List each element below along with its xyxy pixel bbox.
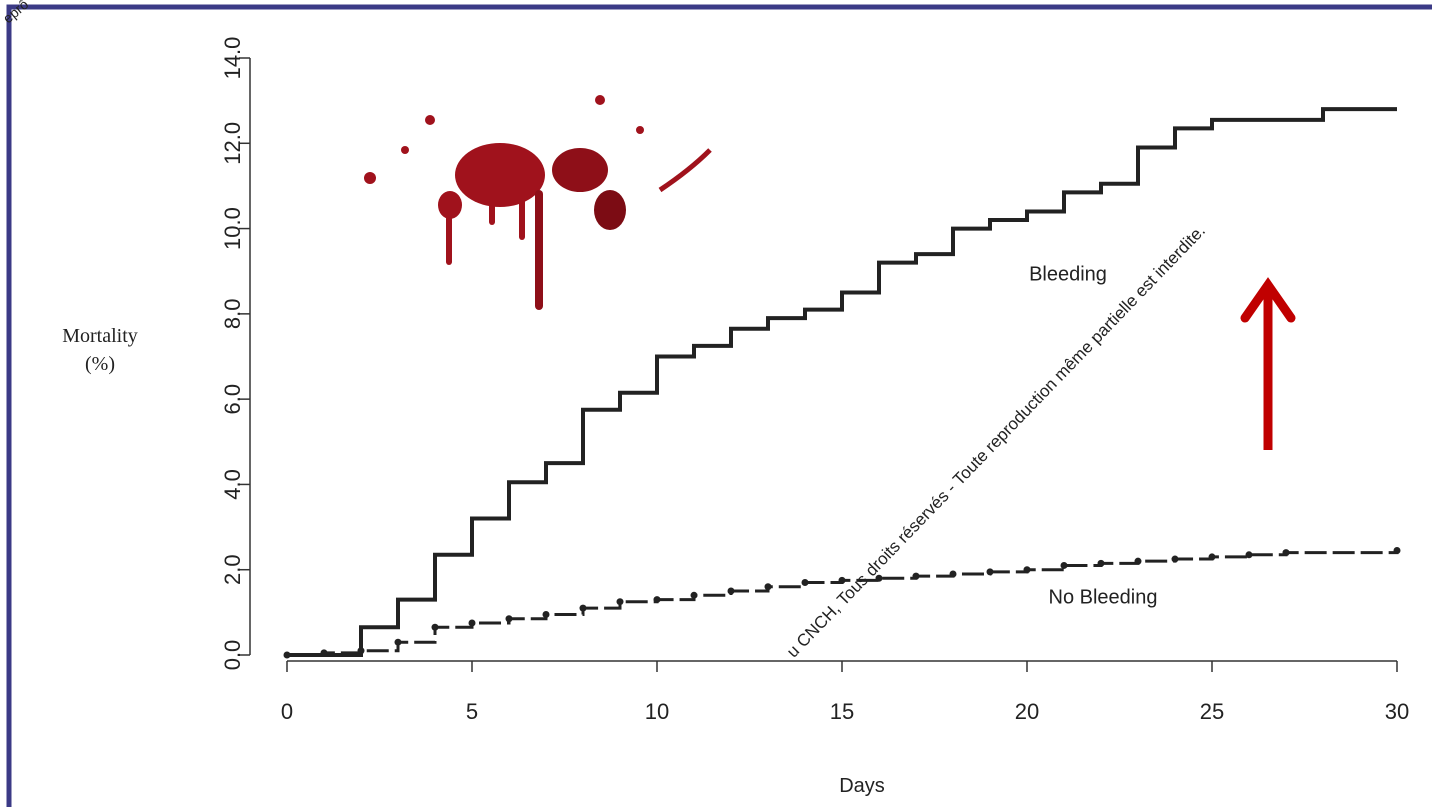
data-point	[505, 615, 513, 623]
data-point	[912, 572, 920, 580]
data-point	[468, 619, 476, 627]
y-tick-label: 0.0	[220, 640, 245, 671]
x-tick-label: 10	[645, 699, 669, 724]
red-arrow	[1240, 277, 1296, 450]
data-point	[1097, 559, 1105, 567]
x-tick-label: 25	[1200, 699, 1224, 724]
data-point	[690, 591, 698, 599]
y-tick-label: 14.0	[220, 37, 245, 80]
data-point	[1134, 557, 1142, 565]
data-point	[579, 604, 587, 612]
data-point	[653, 596, 661, 604]
data-point	[1208, 553, 1216, 561]
data-point	[1060, 561, 1068, 569]
data-point	[801, 579, 809, 587]
data-point	[1245, 551, 1253, 559]
series-line	[287, 107, 1397, 657]
y-axis-label: Mortality	[62, 325, 138, 347]
series-label: Bleeding	[1029, 263, 1107, 285]
data-point	[283, 651, 291, 659]
blood-splash	[364, 95, 712, 310]
x-tick-label: 5	[466, 699, 478, 724]
data-point	[431, 623, 439, 631]
data-point	[616, 598, 624, 606]
data-point	[394, 638, 402, 646]
y-tick-label: 12.0	[220, 122, 245, 165]
data-point	[875, 574, 883, 582]
y-tick-label: 2.0	[220, 554, 245, 585]
y-tick-label: 4.0	[220, 469, 245, 500]
data-point	[542, 610, 550, 618]
x-tick-label: 15	[830, 699, 854, 724]
series-label: No Bleeding	[1049, 586, 1158, 608]
data-point	[764, 583, 772, 591]
data-point	[1023, 566, 1031, 574]
data-point	[320, 649, 328, 657]
data-point	[1171, 555, 1179, 563]
x-axis-label: Days	[839, 775, 885, 797]
data-point	[838, 576, 846, 584]
data-point	[1282, 549, 1290, 557]
y-tick-label: 6.0	[220, 384, 245, 415]
data-point	[949, 570, 957, 578]
x-tick-label: 20	[1015, 699, 1039, 724]
x-tick-label: 30	[1385, 699, 1409, 724]
data-point	[1393, 547, 1401, 555]
data-point	[727, 587, 735, 595]
data-point	[357, 647, 365, 655]
frame	[6, 4, 1432, 807]
data-point	[986, 568, 994, 576]
y-tick-label: 10.0	[220, 207, 245, 250]
x-tick-label: 0	[281, 699, 293, 724]
y-tick-label: 8.0	[220, 299, 245, 330]
y-axis-label: (%)	[85, 353, 115, 375]
